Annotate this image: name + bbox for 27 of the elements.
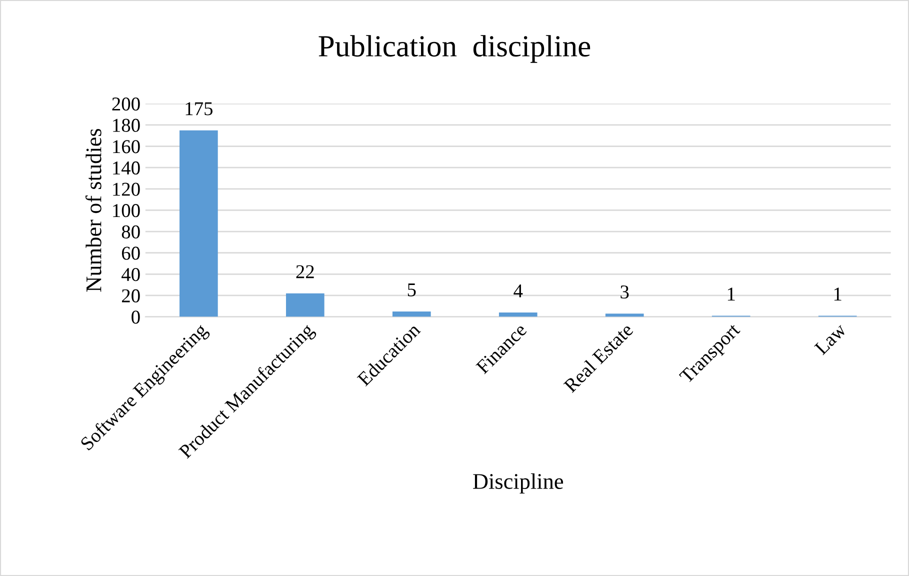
data-label: 3	[620, 285, 629, 299]
y-tick-label: 100	[113, 204, 140, 218]
y-axis-title: Number of studies	[85, 128, 102, 292]
data-label: 22	[296, 265, 314, 278]
data-label: 5	[408, 283, 416, 296]
data-label: 175	[186, 102, 213, 116]
bar	[180, 130, 218, 317]
y-tick-label: 0	[132, 310, 140, 324]
chart-title: Publication discipline	[318, 35, 590, 63]
y-tick-label: 80	[122, 225, 140, 238]
data-label: 1	[728, 288, 735, 300]
y-tick-label: 180	[113, 118, 140, 132]
y-tick-label: 120	[113, 182, 140, 196]
y-tick-label: 20	[122, 289, 140, 302]
x-tick-label: Law	[814, 322, 848, 356]
data-label: 4	[514, 284, 523, 298]
bar	[605, 314, 644, 317]
bar	[286, 293, 324, 317]
y-tick-label: 60	[122, 246, 140, 260]
y-tick-label: 160	[113, 140, 140, 154]
x-axis-title: Discipline	[473, 473, 564, 494]
bar	[498, 312, 538, 317]
bar	[392, 311, 431, 317]
y-tick-label: 140	[113, 161, 140, 175]
y-tick-label: 200	[112, 97, 140, 111]
data-label: 1	[834, 288, 842, 300]
y-tick-label: 40	[122, 268, 140, 282]
